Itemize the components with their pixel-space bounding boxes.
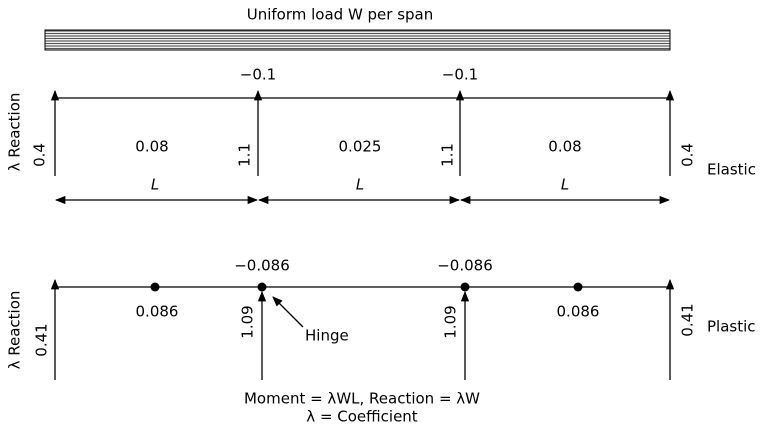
span-label: L	[151, 176, 159, 194]
case-label: Plastic	[707, 318, 756, 336]
reaction-value: 0.4	[679, 143, 697, 167]
hinge-point	[573, 282, 583, 292]
span-moment: 0.08	[548, 138, 581, 156]
legend-line: Moment = λWL, Reaction = λW	[244, 390, 480, 408]
load-bar	[44, 29, 671, 51]
support-moment: −0.086	[234, 257, 290, 275]
reaction-value: 1.09	[442, 305, 460, 338]
reaction-value: 1.1	[439, 143, 457, 167]
case-label: Elastic	[707, 161, 756, 179]
hinge-label: Hinge	[305, 327, 349, 345]
elastic-diagram: −0.1 −0.1 0.08 0.025 0.08 L L L 0.4 1.1 …	[6, 66, 756, 205]
axis-label: λ Reaction	[6, 93, 24, 172]
reaction-value: 1.1	[236, 143, 254, 167]
reaction-value: 0.41	[679, 303, 697, 336]
hinge-point	[257, 282, 267, 292]
span-moment: 0.086	[136, 303, 179, 321]
legend-line: λ = Coefficient	[306, 408, 418, 426]
axis-label: λ Reaction	[6, 291, 24, 370]
span-moment: 0.025	[339, 138, 382, 156]
span-moment: 0.086	[557, 303, 600, 321]
span-label: L	[561, 176, 569, 194]
hinge-pointer	[272, 296, 304, 328]
hinge-point	[150, 282, 160, 292]
support-moment: −0.1	[240, 66, 276, 84]
reaction-value: 0.4	[31, 143, 49, 167]
hinge-point	[460, 282, 470, 292]
support-moment: −0.086	[437, 257, 493, 275]
support-moment: −0.1	[442, 66, 478, 84]
reaction-value: 1.09	[239, 305, 257, 338]
title: Uniform load W per span	[247, 6, 434, 24]
reaction-value: 0.41	[33, 323, 51, 356]
span-label: L	[356, 176, 364, 194]
plastic-diagram: −0.086 −0.086 0.086 0.086 Hinge 0.41 1.0…	[6, 257, 756, 380]
span-moment: 0.08	[135, 138, 168, 156]
